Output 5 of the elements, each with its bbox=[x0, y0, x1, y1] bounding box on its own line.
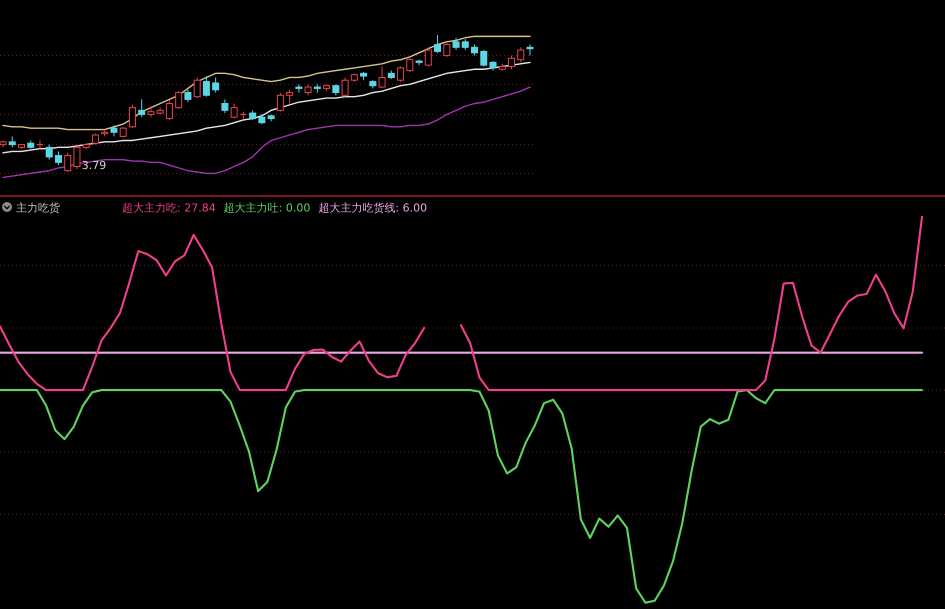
price-label: 3.79 bbox=[82, 159, 106, 172]
series-label: 超大主力吃: 27.84 bbox=[122, 202, 216, 214]
series-label: 超大主力吐: 0.00 bbox=[224, 202, 310, 214]
series-label: 超大主力吃货线: 6.00 bbox=[318, 202, 428, 214]
chart-title: 主力吃货 bbox=[16, 202, 60, 214]
